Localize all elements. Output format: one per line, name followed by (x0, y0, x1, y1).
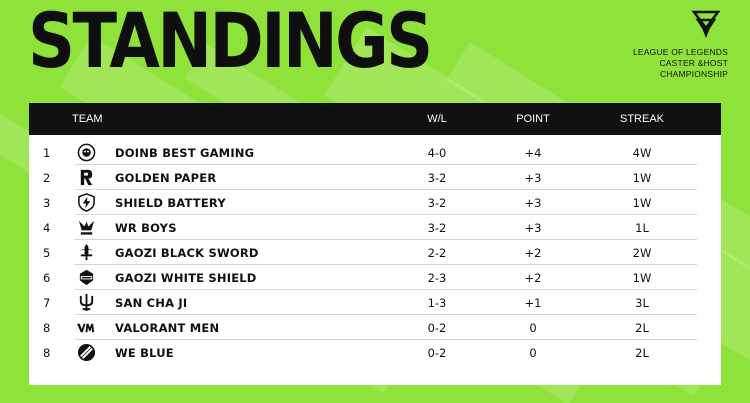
row-divider (75, 339, 697, 340)
column-header-wl: W/L (427, 113, 447, 125)
row-divider (75, 314, 697, 315)
event-name: LEAGUE OF LEGENDS CASTER &HOST CHAMPIONS… (578, 47, 728, 80)
championship-logo-icon (691, 10, 721, 38)
event-name-line: CASTER &HOST (659, 58, 728, 68)
team-name: GOLDEN PAPER (115, 171, 217, 185)
table-header: TEAM W/L POINT STREAK (29, 103, 721, 135)
table-row: 2 GOLDEN PAPER 3-2 +3 1W (29, 165, 721, 190)
row-divider (75, 239, 697, 240)
team-name: SAN CHA JI (115, 296, 188, 310)
gaozi-white-shield-logo-icon (79, 269, 94, 286)
table-row: 1 DOINB BEST GAMING 4-0 +4 4W (29, 140, 721, 165)
points: +3 (524, 171, 542, 185)
win-loss: 3-2 (427, 196, 447, 210)
event-name-line: LEAGUE OF LEGENDS (632, 47, 728, 57)
win-loss: 1-3 (427, 296, 447, 310)
we-blue-logo-icon (77, 343, 96, 362)
points: +1 (524, 296, 542, 310)
streak: 1W (632, 171, 652, 185)
rank: 3 (43, 196, 51, 210)
win-loss: 0-2 (427, 346, 447, 360)
rank: 2 (43, 171, 51, 185)
table-row: 6 GAOZI WHITE SHIELD 2-3 +2 1W (29, 265, 721, 290)
points: +3 (524, 196, 542, 210)
column-header-streak: STREAK (619, 113, 664, 125)
valorant-men-logo-icon (77, 323, 95, 333)
rank: 4 (43, 221, 51, 235)
table-row: 5 GAOZI BLACK SWORD 2-2 +2 2W (29, 240, 721, 265)
win-loss: 4-0 (427, 146, 447, 160)
san-cha-ji-logo-icon (79, 293, 94, 312)
column-header-point: POINT (516, 113, 550, 125)
win-loss: 3-2 (427, 171, 447, 185)
points: +4 (524, 146, 542, 160)
rank: 7 (43, 296, 51, 310)
shield-battery-logo-icon (78, 193, 95, 212)
team-name: WR BOYS (115, 221, 177, 235)
rank: 6 (43, 271, 51, 285)
win-loss: 2-3 (427, 271, 447, 285)
row-divider (75, 189, 697, 190)
row-divider (75, 214, 697, 215)
streak: 1W (632, 196, 652, 210)
win-loss: 3-2 (427, 221, 447, 235)
points: +2 (524, 271, 542, 285)
points: +3 (524, 221, 542, 235)
win-loss: 0-2 (427, 321, 447, 335)
table-row: 4 WR BOYS 3-2 +3 1L (29, 215, 721, 240)
standings-table: TEAM W/L POINT STREAK 1 DOINB BEST GAMIN… (29, 103, 721, 385)
rank: 8 (43, 346, 51, 360)
row-divider (75, 289, 697, 290)
wr-boys-logo-icon (78, 220, 95, 235)
streak: 2L (635, 321, 649, 335)
points: 0 (529, 321, 537, 335)
team-name: WE BLUE (115, 346, 174, 360)
table-row: 7 SAN CHA JI 1-3 +1 3L (29, 290, 721, 315)
event-name-line: CHAMPIONSHIP (659, 69, 728, 79)
page-title: STANDINGS (28, 0, 433, 85)
table-row: 8 VALORANT MEN 0-2 0 2L (29, 315, 721, 340)
points: 0 (529, 346, 537, 360)
points: +2 (524, 246, 542, 260)
row-divider (75, 164, 697, 165)
column-header-team: TEAM (72, 113, 103, 125)
rank: 5 (43, 246, 51, 260)
streak: 1W (632, 271, 652, 285)
streak: 2L (635, 346, 649, 360)
doinb-best-gaming-logo-icon (77, 143, 96, 162)
team-name: DOINB BEST GAMING (115, 146, 255, 160)
streak: 4W (632, 146, 652, 160)
row-divider (75, 264, 697, 265)
streak: 1L (635, 221, 649, 235)
rank: 8 (43, 321, 51, 335)
streak: 3L (635, 296, 649, 310)
team-name: GAOZI BLACK SWORD (115, 246, 259, 260)
win-loss: 2-2 (427, 246, 447, 260)
team-name: SHIELD BATTERY (115, 196, 226, 210)
gaozi-black-sword-logo-icon (79, 243, 94, 261)
table-row: 8 WE BLUE 0-2 0 2L (29, 340, 721, 365)
team-name: VALORANT MEN (115, 321, 220, 335)
table-row: 3 SHIELD BATTERY 3-2 +3 1W (29, 190, 721, 215)
rank: 1 (43, 146, 51, 160)
golden-paper-logo-icon (80, 169, 93, 186)
team-name: GAOZI WHITE SHIELD (115, 271, 257, 285)
streak: 2W (632, 246, 652, 260)
